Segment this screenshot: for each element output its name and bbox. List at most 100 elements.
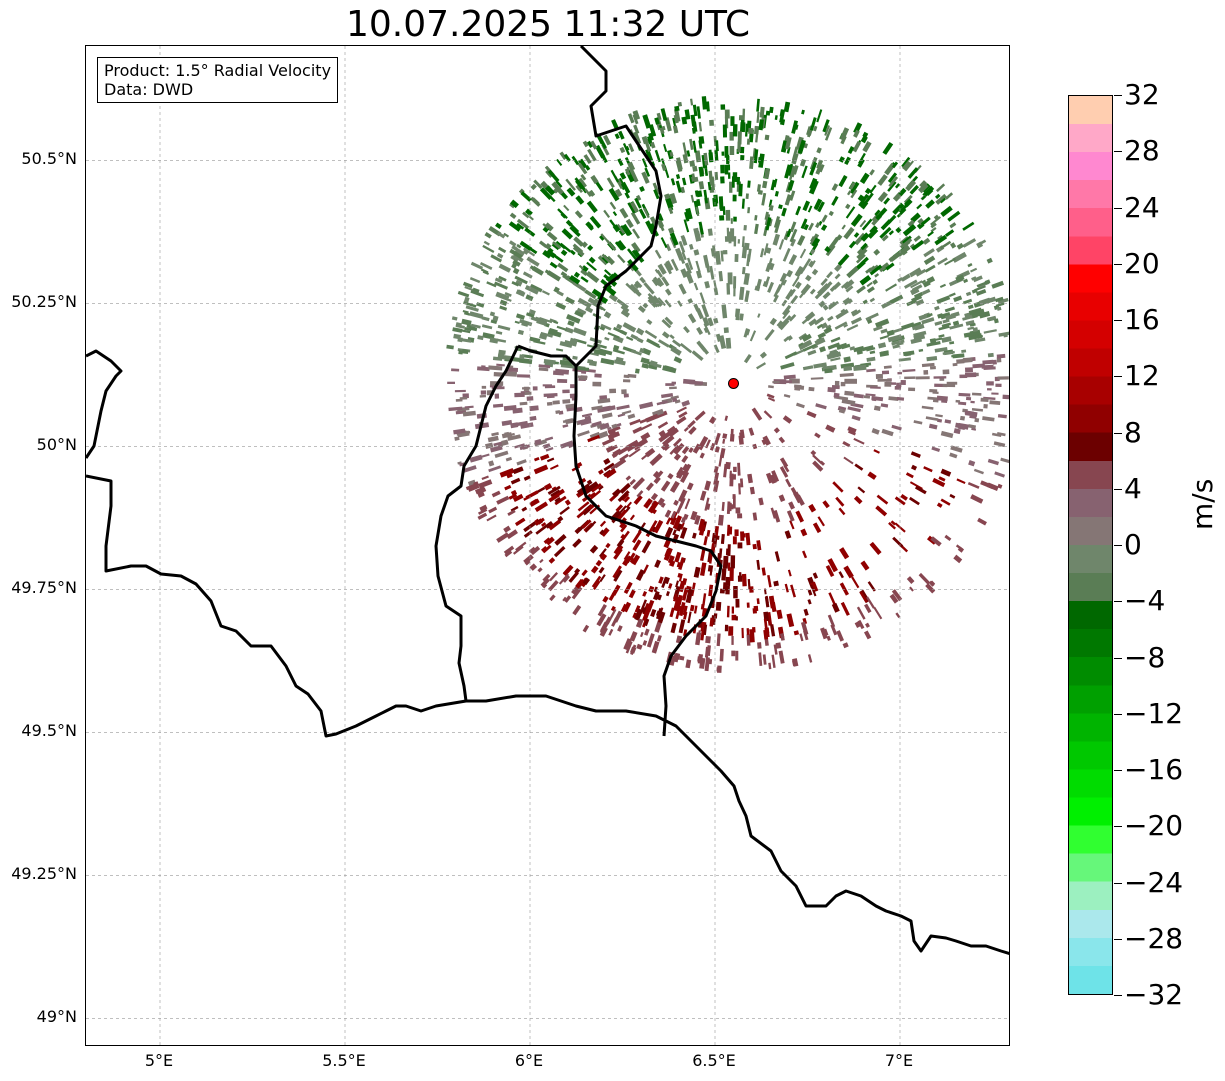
velocity-echo xyxy=(620,603,628,613)
velocity-echo xyxy=(986,482,999,491)
velocity-echo xyxy=(635,194,642,201)
velocity-echo xyxy=(665,517,672,525)
map-panel[interactable] xyxy=(85,45,1010,1046)
velocity-echo xyxy=(675,605,682,620)
velocity-echo xyxy=(838,175,848,188)
velocity-echo xyxy=(653,519,664,534)
velocity-echo xyxy=(498,246,507,254)
map-canvas[interactable] xyxy=(86,46,1010,1046)
velocity-echo xyxy=(730,228,735,242)
velocity-echo xyxy=(735,507,741,514)
velocity-echo xyxy=(909,184,919,195)
velocity-echo xyxy=(733,236,737,247)
velocity-echo xyxy=(577,375,588,379)
velocity-echo xyxy=(698,181,705,190)
velocity-echo xyxy=(932,477,946,488)
velocity-echo xyxy=(841,398,856,406)
velocity-echo xyxy=(732,474,736,480)
velocity-echo xyxy=(811,268,819,276)
velocity-echo xyxy=(951,354,956,358)
velocity-echo xyxy=(853,232,860,238)
velocity-echo xyxy=(577,430,590,437)
velocity-echo xyxy=(941,322,951,328)
velocity-echo xyxy=(702,316,710,327)
velocity-echo xyxy=(491,490,501,498)
velocity-echo xyxy=(843,226,855,240)
velocity-echo xyxy=(746,138,751,145)
velocity-echo xyxy=(881,234,889,242)
velocity-echo xyxy=(748,127,754,134)
velocity-echo xyxy=(863,395,871,399)
velocity-echo xyxy=(604,269,612,276)
velocity-echo xyxy=(577,297,592,309)
velocity-echo xyxy=(802,550,808,559)
velocity-echo xyxy=(812,454,823,465)
velocity-echo xyxy=(820,224,828,232)
velocity-echo xyxy=(628,589,636,599)
velocity-echo xyxy=(618,229,626,237)
velocity-echo xyxy=(785,478,792,488)
velocity-echo xyxy=(610,169,619,183)
velocity-echo xyxy=(867,265,876,273)
velocity-echo xyxy=(886,329,895,337)
velocity-echo xyxy=(691,350,704,362)
velocity-echo xyxy=(765,472,774,484)
velocity-echo xyxy=(462,310,469,314)
velocity-echo xyxy=(545,536,555,546)
velocity-echo xyxy=(533,179,543,189)
velocity-echo xyxy=(525,294,534,302)
velocity-echo xyxy=(776,320,785,329)
velocity-echo xyxy=(511,281,520,287)
velocity-echo xyxy=(641,135,649,145)
velocity-echo xyxy=(723,463,728,478)
velocity-echo xyxy=(499,468,515,478)
velocity-echo xyxy=(516,218,530,230)
velocity-echo xyxy=(590,565,599,574)
velocity-echo xyxy=(915,376,930,380)
velocity-echo xyxy=(684,498,691,510)
velocity-echo xyxy=(669,151,674,157)
velocity-echo xyxy=(729,131,734,141)
velocity-echo xyxy=(530,316,538,322)
velocity-echo xyxy=(871,396,877,402)
velocity-echo xyxy=(851,415,861,421)
velocity-echo xyxy=(476,302,485,308)
velocity-echo xyxy=(542,223,550,230)
velocity-echo xyxy=(721,501,725,512)
colorbar-tick xyxy=(1114,713,1122,715)
velocity-echo xyxy=(922,237,931,245)
velocity-echo xyxy=(901,322,915,330)
velocity-echo xyxy=(577,418,588,425)
velocity-echo xyxy=(681,446,690,455)
velocity-echo xyxy=(681,116,688,125)
velocity-echo xyxy=(472,287,480,294)
velocity-echo xyxy=(545,185,556,196)
velocity-echo xyxy=(764,276,771,286)
velocity-echo xyxy=(566,313,581,324)
velocity-echo xyxy=(616,298,629,309)
velocity-echo xyxy=(798,339,813,351)
velocity-echo xyxy=(797,139,806,154)
velocity-echo xyxy=(754,223,759,235)
velocity-echo xyxy=(582,577,591,586)
velocity-echo xyxy=(816,323,823,330)
velocity-echo xyxy=(830,357,841,362)
velocity-echo xyxy=(705,636,711,644)
colorbar-tick-label: −8 xyxy=(1124,640,1166,674)
velocity-echo xyxy=(974,285,986,292)
velocity-echo xyxy=(595,559,603,567)
velocity-echo xyxy=(630,333,639,341)
velocity-echo xyxy=(560,249,568,257)
velocity-echo xyxy=(769,317,777,326)
velocity-echo xyxy=(833,392,840,398)
velocity-echo xyxy=(601,253,611,264)
velocity-echo xyxy=(857,486,866,494)
velocity-echo xyxy=(891,589,903,602)
velocity-echo xyxy=(978,297,991,306)
velocity-echo xyxy=(856,248,868,260)
velocity-echo xyxy=(565,178,576,191)
colorbar-tick xyxy=(1114,95,1122,96)
velocity-echo xyxy=(921,317,935,325)
velocity-echo xyxy=(910,464,918,471)
velocity-echo xyxy=(779,380,792,384)
